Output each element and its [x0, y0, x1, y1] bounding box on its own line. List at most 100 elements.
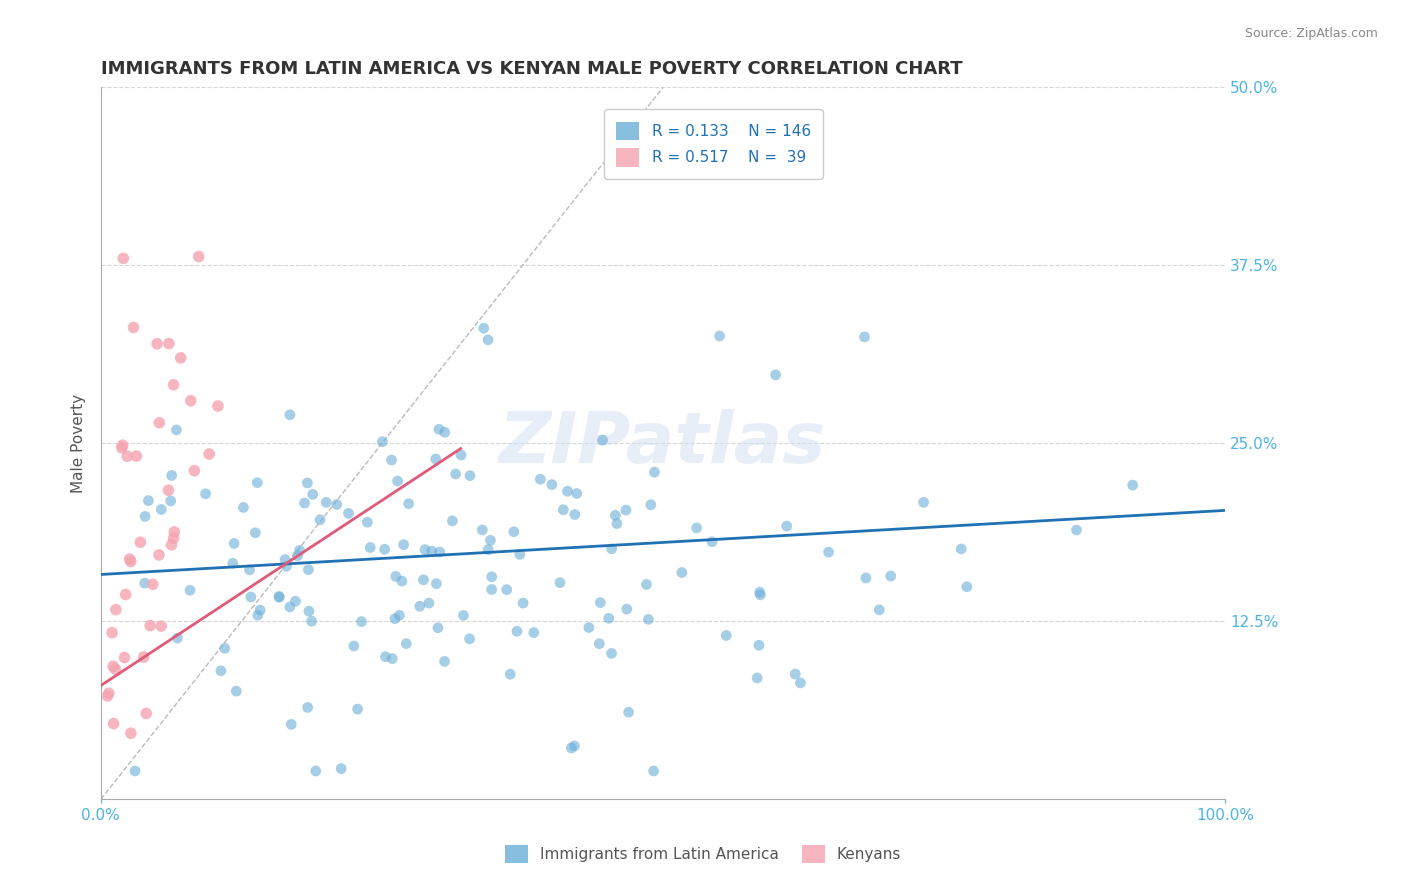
- Point: [450, 448, 472, 462]
- Point: [301, 487, 323, 501]
- Point: [359, 541, 381, 555]
- Point: [425, 576, 447, 591]
- Point: [148, 416, 170, 430]
- Point: [453, 608, 475, 623]
- Point: [441, 514, 464, 528]
- Point: [117, 449, 139, 463]
- Point: [643, 465, 665, 479]
- Text: IMMIGRANTS FROM LATIN AMERICA VS KENYAN MALE POVERTY CORRELATION CHART: IMMIGRANTS FROM LATIN AMERICA VS KENYAN …: [101, 60, 963, 78]
- Point: [146, 336, 169, 351]
- Point: [418, 596, 440, 610]
- Point: [471, 523, 494, 537]
- Point: [183, 464, 205, 478]
- Point: [280, 717, 302, 731]
- Point: [616, 602, 638, 616]
- Point: [356, 515, 378, 529]
- Point: [350, 615, 373, 629]
- Point: [150, 502, 173, 516]
- Point: [564, 739, 586, 753]
- Point: [381, 651, 404, 665]
- Point: [287, 549, 309, 563]
- Point: [274, 552, 297, 566]
- Point: [179, 583, 201, 598]
- Point: [246, 608, 269, 623]
- Point: [120, 554, 142, 568]
- Point: [578, 620, 600, 634]
- Point: [589, 596, 612, 610]
- Point: [330, 762, 353, 776]
- Point: [157, 483, 180, 498]
- Point: [104, 662, 127, 676]
- Point: [114, 650, 136, 665]
- Point: [209, 664, 232, 678]
- Legend: R = 0.133    N = 146, R = 0.517    N =  39: R = 0.133 N = 146, R = 0.517 N = 39: [605, 110, 823, 178]
- Point: [605, 508, 627, 523]
- Point: [118, 552, 141, 566]
- Point: [512, 596, 534, 610]
- Point: [564, 508, 586, 522]
- Point: [748, 638, 770, 652]
- Point: [278, 599, 301, 614]
- Point: [398, 497, 420, 511]
- Point: [170, 351, 193, 365]
- Point: [297, 700, 319, 714]
- Point: [395, 637, 418, 651]
- Point: [104, 602, 127, 616]
- Point: [637, 612, 659, 626]
- Point: [239, 563, 262, 577]
- Point: [288, 543, 311, 558]
- Point: [180, 393, 202, 408]
- Text: Source: ZipAtlas.com: Source: ZipAtlas.com: [1244, 27, 1378, 40]
- Point: [868, 603, 890, 617]
- Point: [548, 575, 571, 590]
- Point: [598, 611, 620, 625]
- Point: [502, 524, 524, 539]
- Point: [458, 468, 481, 483]
- Point: [297, 563, 319, 577]
- Point: [472, 321, 495, 335]
- Point: [111, 441, 134, 455]
- Point: [150, 619, 173, 633]
- Point: [671, 566, 693, 580]
- Point: [103, 716, 125, 731]
- Point: [101, 659, 124, 673]
- Point: [912, 495, 935, 509]
- Point: [606, 516, 628, 531]
- Point: [166, 631, 188, 645]
- Point: [114, 587, 136, 601]
- Point: [950, 541, 973, 556]
- Text: ZIPatlas: ZIPatlas: [499, 409, 827, 478]
- Point: [326, 498, 349, 512]
- Point: [142, 577, 165, 591]
- Point: [111, 438, 134, 452]
- Point: [557, 484, 579, 499]
- Point: [429, 545, 451, 559]
- Point: [560, 741, 582, 756]
- Point: [384, 612, 406, 626]
- Point: [444, 467, 467, 481]
- Point: [495, 582, 517, 597]
- Point: [855, 571, 877, 585]
- Point: [477, 542, 499, 557]
- Legend: Immigrants from Latin America, Kenyans: Immigrants from Latin America, Kenyans: [492, 832, 914, 875]
- Point: [246, 475, 269, 490]
- Point: [276, 559, 298, 574]
- Point: [278, 408, 301, 422]
- Point: [138, 493, 160, 508]
- Point: [122, 320, 145, 334]
- Point: [747, 671, 769, 685]
- Point: [412, 573, 434, 587]
- Point: [163, 524, 186, 539]
- Point: [956, 580, 979, 594]
- Point: [97, 686, 120, 700]
- Point: [391, 574, 413, 588]
- Point: [748, 585, 770, 599]
- Point: [309, 513, 332, 527]
- Point: [198, 447, 221, 461]
- Point: [214, 641, 236, 656]
- Point: [392, 538, 415, 552]
- Point: [162, 531, 184, 545]
- Point: [160, 468, 183, 483]
- Point: [125, 449, 148, 463]
- Point: [374, 649, 396, 664]
